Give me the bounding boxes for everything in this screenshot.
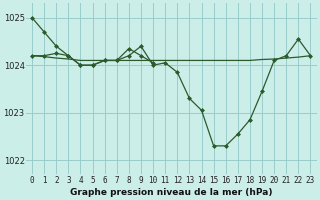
- X-axis label: Graphe pression niveau de la mer (hPa): Graphe pression niveau de la mer (hPa): [70, 188, 273, 197]
